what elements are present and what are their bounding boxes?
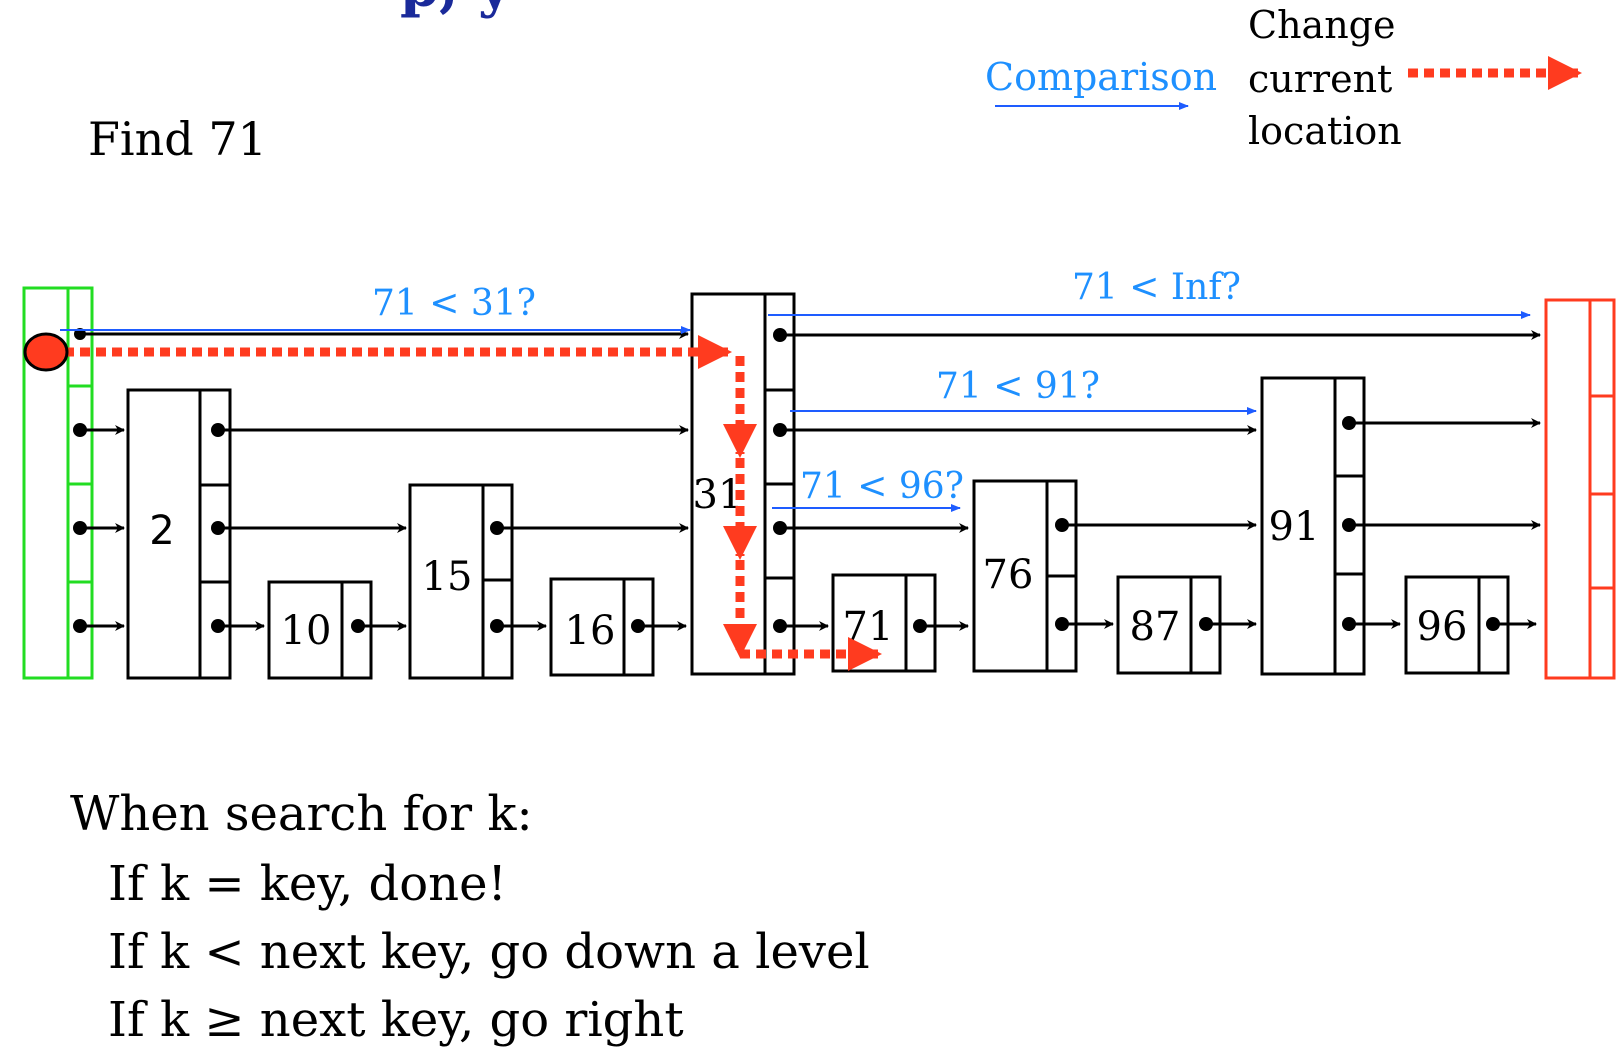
node-2-key: 2: [149, 508, 174, 554]
comparison-arrows: [60, 311, 1531, 512]
find-label: Find 71: [88, 112, 267, 166]
comparison-label-96: 71 < 96?: [800, 466, 964, 507]
head-sentinel: [22, 286, 94, 680]
comparison-label-31: 71 < 31?: [372, 283, 536, 324]
node-31: [690, 292, 796, 676]
rule-equal: If k = key, done!: [108, 856, 507, 912]
legend-change-line-1: Change: [1248, 3, 1396, 47]
tail-sentinel: [1544, 298, 1616, 680]
node-71: [831, 573, 937, 673]
comparison-label-91: 71 < 91?: [936, 366, 1100, 407]
node-10: [267, 580, 373, 680]
rules-intro: When search for k:: [70, 786, 533, 842]
pointer-arrows: [73, 328, 1541, 633]
slide-title-fragment: p, y: [400, 0, 512, 20]
node-15-key: 15: [422, 554, 473, 600]
node-31-key: 31: [693, 472, 744, 518]
node-15: [408, 483, 514, 680]
legend: Comparison Change current location: [985, 3, 1582, 153]
node-2: [126, 388, 232, 680]
node-16-key: 16: [565, 608, 616, 654]
node-76-key: 76: [983, 552, 1034, 598]
legend-change-line-3: location: [1248, 109, 1402, 153]
legend-change-line-2: current: [1248, 57, 1392, 101]
node-91-key: 91: [1269, 504, 1320, 550]
node-76: [972, 479, 1078, 673]
node-71-key: 71: [843, 604, 894, 650]
rule-greater-equal: If k ≥ next key, go right: [108, 992, 684, 1048]
search-path: [48, 335, 882, 671]
current-location-marker: [23, 332, 69, 372]
rule-less: If k < next key, go down a level: [108, 924, 870, 980]
legend-comparison-label: Comparison: [985, 55, 1217, 99]
node-96-key: 96: [1417, 604, 1468, 650]
node-10-key: 10: [281, 608, 332, 654]
comparison-label-inf: 71 < Inf?: [1072, 267, 1241, 308]
node-87-key: 87: [1130, 604, 1181, 650]
